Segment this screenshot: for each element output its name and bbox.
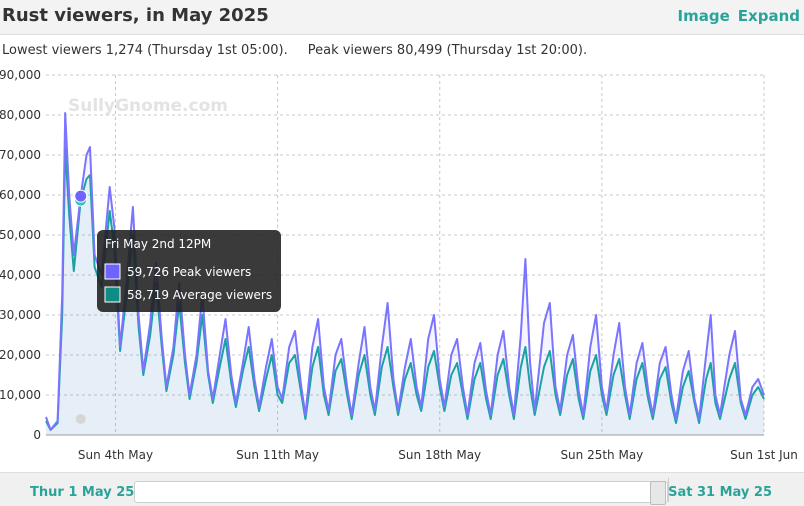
y-tick-label: 80,000 [0, 108, 41, 122]
y-tick-label: 70,000 [0, 148, 41, 162]
image-link[interactable]: Image [677, 7, 730, 25]
y-tick-label: 50,000 [0, 228, 41, 242]
y-tick-label: 40,000 [0, 268, 41, 282]
x-tick-label: Sun 18th May [398, 448, 481, 462]
expand-link[interactable]: Expand [737, 7, 800, 25]
x-tick-label: Sun 11th May [236, 448, 319, 462]
navigator-handle[interactable] [650, 481, 666, 505]
lowest-viewers-text: Lowest viewers 1,274 (Thursday 1st 05:00… [2, 43, 288, 58]
tooltip-box [97, 230, 281, 312]
tooltip-row-text: 59,726 Peak viewers [127, 265, 251, 279]
viewers-line-chart[interactable]: SullyGnome.com 0 10,000 20,000 30,000 40,000… [0, 62, 804, 472]
y-tick-label: 10,000 [0, 388, 41, 402]
navigator-divider [668, 478, 669, 502]
chart-axes: 0 10,000 20,000 30,000 40,000 50,000 60,000 70,… [0, 68, 798, 462]
y-tick-label: 30,000 [0, 308, 41, 322]
navigator-end-date: Sat 31 May 25 [668, 485, 772, 500]
peak-viewers-text: Peak viewers 80,499 (Thursday 1st 20:00)… [307, 43, 588, 58]
chart-series [45, 112, 765, 435]
tooltip-row-text: 58,719 Average viewers [127, 288, 272, 302]
chart-header: Rust viewers, in May 2025 Image Expand [0, 0, 804, 35]
peak-hover-marker [74, 189, 88, 203]
series-line-peak [45, 112, 765, 431]
y-tick-label: 20,000 [0, 348, 41, 362]
chart-title: Rust viewers, in May 2025 [2, 5, 269, 26]
navigator-start-date: Thur 1 May 25 [30, 485, 135, 500]
navigator-scrollbar[interactable] [134, 481, 668, 503]
watermark-text: SullyGnome.com [68, 96, 228, 116]
y-tick-label: 90,000 [0, 68, 41, 82]
tooltip-swatch [104, 286, 121, 303]
series-area-average [46, 147, 764, 435]
series-area-peak [46, 113, 764, 435]
x-tick-label: Sun 4th May [78, 448, 153, 462]
y-tick-label: 60,000 [0, 188, 41, 202]
tooltip-title: Fri May 2nd 12PM [105, 237, 211, 251]
x-tick-label: Sun 25th May [560, 448, 643, 462]
baseline-marker [75, 414, 86, 424]
tooltip-swatch [104, 263, 121, 280]
header-links: Image Expand [670, 7, 800, 25]
viewer-summary: Lowest viewers 1,274 (Thursday 1st 05:00… [2, 43, 607, 58]
range-navigator: Thur 1 May 25 Sat 31 May 25 [0, 472, 804, 506]
hover-markers [74, 189, 88, 424]
chart-tooltip: Fri May 2nd 12PM 59,726 Peak viewers 58,71… [97, 230, 281, 312]
y-tick-label: 0 [33, 428, 41, 442]
x-tick-label: Sun 1st Jun [730, 448, 798, 462]
